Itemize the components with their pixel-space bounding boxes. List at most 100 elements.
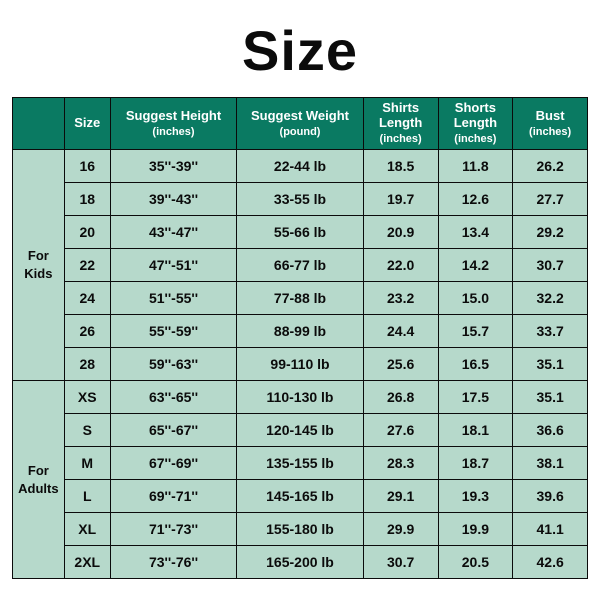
- table-cell: 20.9: [363, 216, 438, 249]
- table-cell: 42.6: [513, 546, 588, 579]
- table-cell: 2XL: [64, 546, 110, 579]
- table-cell: 55-66 lb: [237, 216, 364, 249]
- table-cell: 28.3: [363, 447, 438, 480]
- table-cell: 20.5: [438, 546, 513, 579]
- table-cell: 19.9: [438, 513, 513, 546]
- table-cell: 35.1: [513, 381, 588, 414]
- table-cell: 38.1: [513, 447, 588, 480]
- table-cell: 73''-76'': [110, 546, 237, 579]
- table-row: 2043''-47''55-66 lb20.913.429.2: [13, 216, 588, 249]
- table-cell: 30.7: [363, 546, 438, 579]
- table-cell: 26.8: [363, 381, 438, 414]
- col-header-main: Suggest Height: [111, 109, 237, 124]
- table-row: 2XL73''-76''165-200 lb30.720.542.6: [13, 546, 588, 579]
- table-cell: 20: [64, 216, 110, 249]
- col-header: Shorts Length(inches): [438, 98, 513, 150]
- table-cell: 16: [64, 150, 110, 183]
- table-cell: 66-77 lb: [237, 249, 364, 282]
- size-table: SizeSuggest Height(inches)Suggest Weight…: [12, 97, 588, 579]
- table-cell: XS: [64, 381, 110, 414]
- table-cell: 33.7: [513, 315, 588, 348]
- table-cell: 29.9: [363, 513, 438, 546]
- col-header-main: Shirts Length: [364, 101, 438, 131]
- table-cell: 22: [64, 249, 110, 282]
- table-cell: 24: [64, 282, 110, 315]
- table-cell: 18: [64, 183, 110, 216]
- table-cell: 29.2: [513, 216, 588, 249]
- table-row: S65''-67''120-145 lb27.618.136.6: [13, 414, 588, 447]
- table-cell: 120-145 lb: [237, 414, 364, 447]
- table-cell: 23.2: [363, 282, 438, 315]
- table-cell: 71''-73'': [110, 513, 237, 546]
- table-cell: 16.5: [438, 348, 513, 381]
- col-header: Suggest Weight(pound): [237, 98, 364, 150]
- table-cell: 35''-39'': [110, 150, 237, 183]
- table-cell: XL: [64, 513, 110, 546]
- table-cell: 39''-43'': [110, 183, 237, 216]
- page-title: Size: [12, 18, 588, 83]
- table-cell: 33-55 lb: [237, 183, 364, 216]
- table-cell: 155-180 lb: [237, 513, 364, 546]
- table-cell: 43''-47'': [110, 216, 237, 249]
- col-header: Suggest Height(inches): [110, 98, 237, 150]
- table-cell: L: [64, 480, 110, 513]
- table-cell: 135-155 lb: [237, 447, 364, 480]
- table-row: 2247''-51''66-77 lb22.014.230.7: [13, 249, 588, 282]
- table-cell: 30.7: [513, 249, 588, 282]
- table-cell: 19.3: [438, 480, 513, 513]
- table-cell: 11.8: [438, 150, 513, 183]
- col-header: Size: [64, 98, 110, 150]
- group-label: For Adults: [13, 381, 65, 579]
- table-cell: 24.4: [363, 315, 438, 348]
- table-cell: 47''-51'': [110, 249, 237, 282]
- table-cell: 145-165 lb: [237, 480, 364, 513]
- table-cell: 15.0: [438, 282, 513, 315]
- table-cell: 18.1: [438, 414, 513, 447]
- table-cell: 99-110 lb: [237, 348, 364, 381]
- table-cell: 29.1: [363, 480, 438, 513]
- table-cell: 35.1: [513, 348, 588, 381]
- col-header-main: Bust: [513, 109, 587, 124]
- table-cell: 18.5: [363, 150, 438, 183]
- col-header: [13, 98, 65, 150]
- table-cell: 55''-59'': [110, 315, 237, 348]
- table-row: 2655''-59''88-99 lb24.415.733.7: [13, 315, 588, 348]
- table-cell: 12.6: [438, 183, 513, 216]
- table-cell: 88-99 lb: [237, 315, 364, 348]
- table-row: M67''-69''135-155 lb28.318.738.1: [13, 447, 588, 480]
- table-cell: 27.7: [513, 183, 588, 216]
- col-header-sub: (inches): [364, 133, 438, 146]
- table-cell: 63''-65'': [110, 381, 237, 414]
- table-row: L69''-71''145-165 lb29.119.339.6: [13, 480, 588, 513]
- table-cell: 25.6: [363, 348, 438, 381]
- table-row: 1839''-43''33-55 lb19.712.627.7: [13, 183, 588, 216]
- table-cell: 32.2: [513, 282, 588, 315]
- table-cell: 165-200 lb: [237, 546, 364, 579]
- table-row: For AdultsXS63''-65''110-130 lb26.817.53…: [13, 381, 588, 414]
- table-cell: 110-130 lb: [237, 381, 364, 414]
- table-row: For Kids1635''-39''22-44 lb18.511.826.2: [13, 150, 588, 183]
- table-cell: 22-44 lb: [237, 150, 364, 183]
- table-cell: 36.6: [513, 414, 588, 447]
- col-header-sub: (pound): [237, 126, 363, 139]
- col-header: Bust (inches): [513, 98, 588, 150]
- group-label: For Kids: [13, 150, 65, 381]
- table-cell: 15.7: [438, 315, 513, 348]
- col-header-main: Shorts Length: [439, 101, 513, 131]
- table-cell: 28: [64, 348, 110, 381]
- table-cell: 27.6: [363, 414, 438, 447]
- col-header: Shirts Length (inches): [363, 98, 438, 150]
- table-cell: 26.2: [513, 150, 588, 183]
- table-cell: 41.1: [513, 513, 588, 546]
- table-cell: 77-88 lb: [237, 282, 364, 315]
- col-header-main: Size: [65, 116, 110, 131]
- table-row: XL71''-73''155-180 lb29.919.941.1: [13, 513, 588, 546]
- table-cell: 67''-69'': [110, 447, 237, 480]
- table-cell: 39.6: [513, 480, 588, 513]
- col-header-sub: (inches): [513, 126, 587, 139]
- table-cell: 26: [64, 315, 110, 348]
- table-cell: 69''-71'': [110, 480, 237, 513]
- table-cell: 22.0: [363, 249, 438, 282]
- table-row: 2859''-63''99-110 lb25.616.535.1: [13, 348, 588, 381]
- table-cell: 59''-63'': [110, 348, 237, 381]
